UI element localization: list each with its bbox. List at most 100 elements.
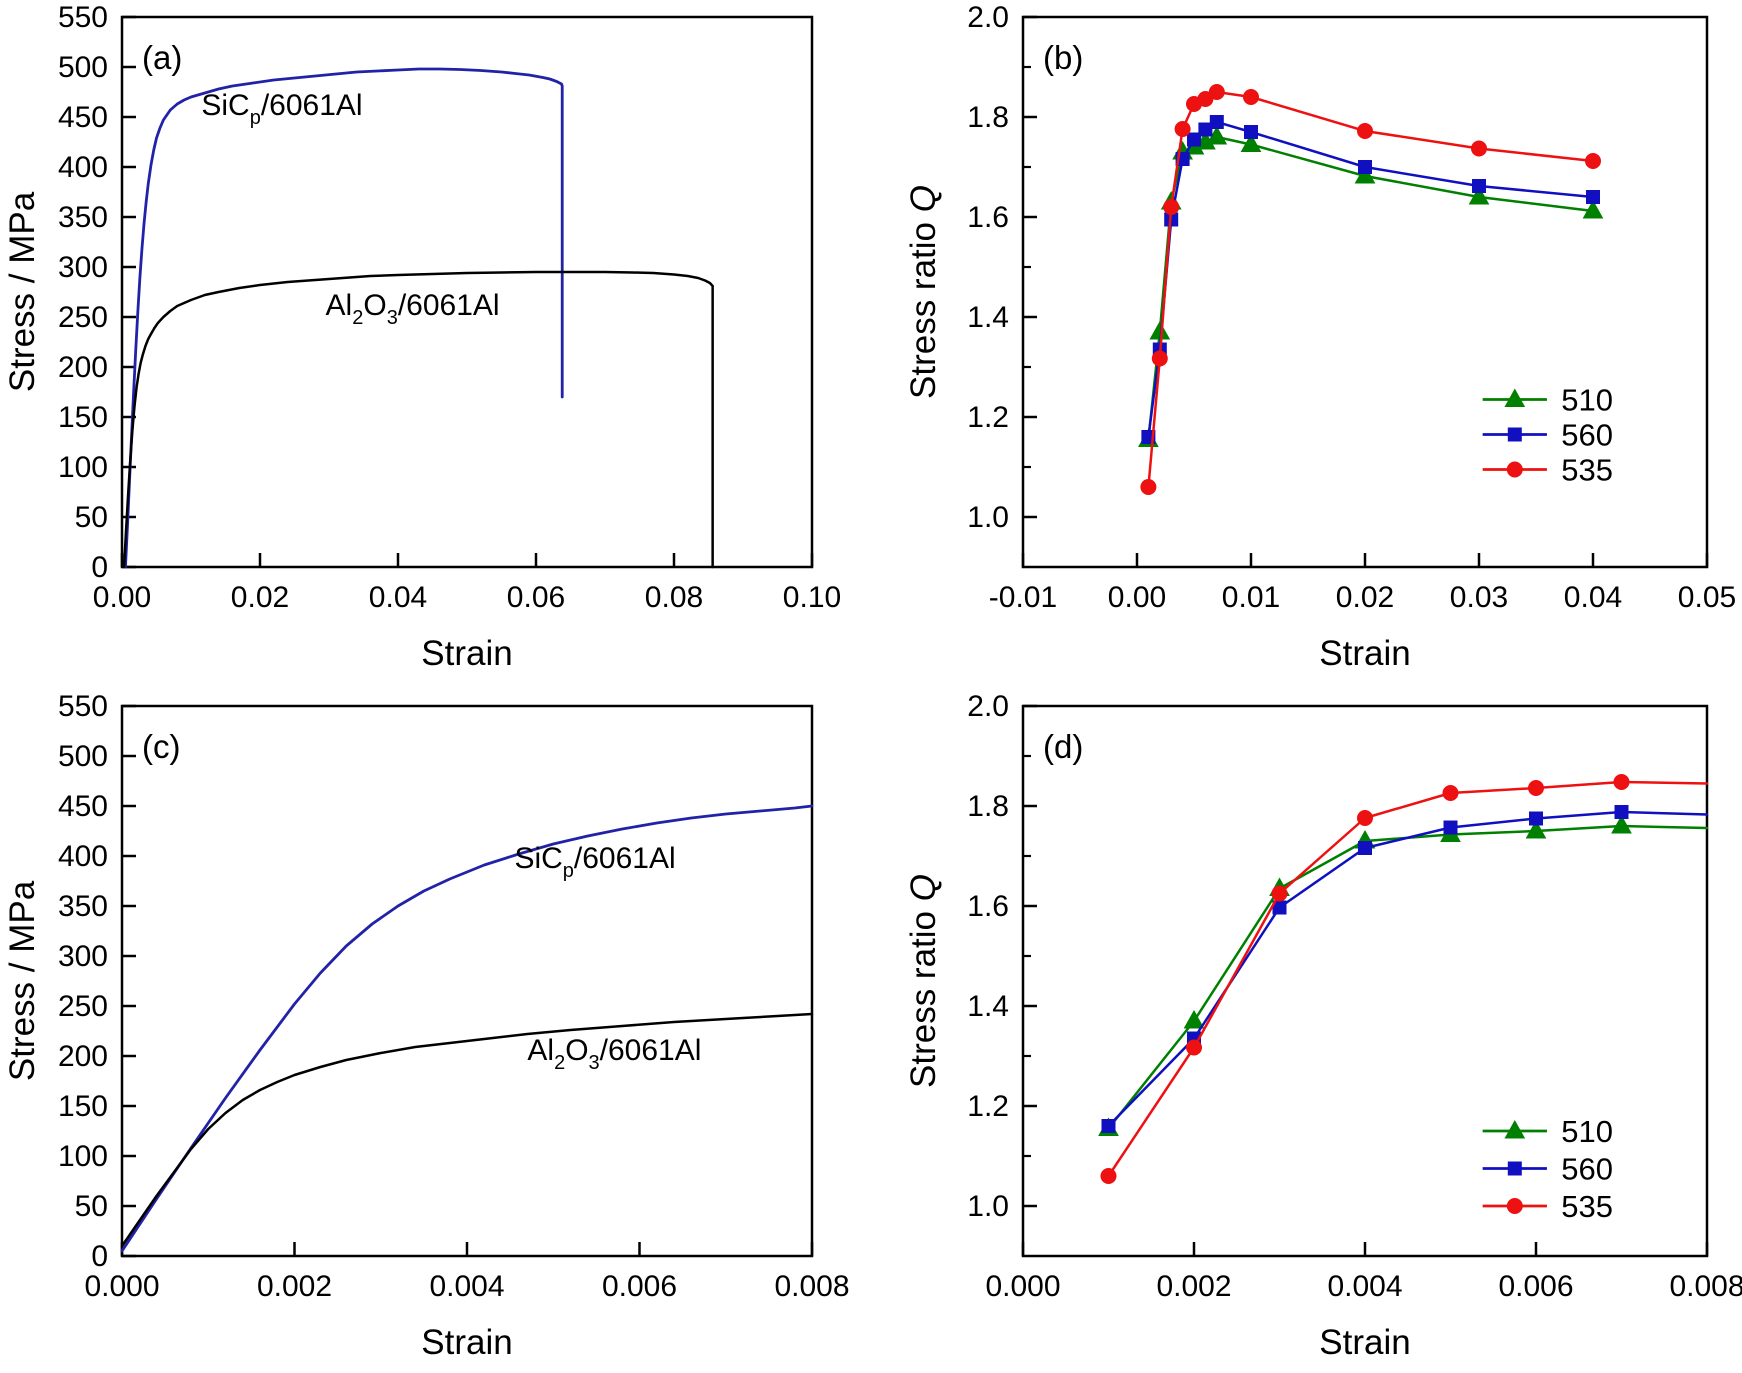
- x-tick-label: 0.002: [1156, 1270, 1231, 1303]
- series-line-535: [1107, 780, 1709, 1178]
- square-marker-560: [1529, 811, 1543, 826]
- y-tick-label: 400: [58, 840, 108, 873]
- y-tick-label: 250: [58, 990, 108, 1023]
- circle-marker-535: [1442, 785, 1459, 801]
- y-tick-label: 0: [91, 1240, 108, 1273]
- text-part: /6061Al: [261, 89, 363, 122]
- y-axis-title: Stress ratio Q: [904, 185, 943, 399]
- panel-c-chart: 0.000 0.002 0.004 0.006 0.008050100150200250…: [3, 690, 850, 1362]
- panel-a-chart: 0.00 0.02 0.04 0.06 0.08 0.10 0 50 100 150 200 250 3…: [3, 1, 841, 673]
- x-tick-label: 0.000: [985, 1270, 1060, 1303]
- y-tick-label: 200: [58, 1040, 108, 1073]
- x-tick-label: 0.008: [1669, 1270, 1742, 1303]
- text-part: Stress / MPa: [3, 880, 42, 1081]
- triangle-marker-510: [1525, 819, 1547, 839]
- x-tick-label: 0.008: [774, 1270, 849, 1303]
- text-part: SiC: [514, 842, 562, 875]
- legend-triangle-marker-510: [1504, 388, 1526, 407]
- text-part: p: [563, 860, 574, 882]
- y-tick-label: 100: [58, 451, 108, 484]
- text-part: Q: [904, 185, 943, 212]
- curve-label: Al2O3/6061Al: [527, 1034, 701, 1074]
- series-line-sicp-6061al: [120, 804, 814, 1253]
- circle-marker-535: [1613, 774, 1630, 790]
- x-tick-label: 0.00: [1108, 581, 1166, 614]
- x-tick-label: 0.05: [1678, 581, 1736, 614]
- x-tick-label: 0.04: [369, 581, 427, 614]
- circle-marker-535: [1174, 121, 1191, 137]
- text-part: SiC: [201, 89, 249, 122]
- text-part: /6061Al: [574, 842, 676, 875]
- y-tick-label: 250: [58, 301, 108, 334]
- legend-square-marker-560: [1507, 427, 1522, 442]
- text-part: Al: [326, 289, 353, 322]
- x-tick-label: 0.02: [1336, 581, 1394, 614]
- triangle-marker-510: [1611, 814, 1632, 834]
- y-tick-label: 150: [58, 1090, 108, 1123]
- square-marker-560: [1472, 179, 1486, 193]
- y-tick-label: 50: [75, 1190, 108, 1223]
- y-tick-label: 150: [58, 401, 108, 434]
- panel-letter: (b): [1043, 39, 1083, 76]
- circle-marker-535: [1528, 780, 1544, 796]
- text-part: Q: [904, 874, 943, 901]
- y-tick-label: 200: [58, 351, 108, 384]
- triangle-marker-510: [1354, 164, 1376, 184]
- plot-frame: [120, 704, 814, 1258]
- square-marker-560: [1209, 115, 1224, 129]
- text-part: 2: [554, 1052, 565, 1074]
- text-part: /6061Al: [398, 289, 500, 322]
- legend-label-510: 510: [1561, 1114, 1613, 1149]
- x-tick-label: 0.000: [84, 1270, 159, 1303]
- text-part: 2: [352, 307, 363, 329]
- triangle-marker-510: [1468, 185, 1490, 205]
- y-tick-label: 1.2: [967, 1090, 1009, 1123]
- x-tick-label: 0.03: [1450, 581, 1508, 614]
- x-tick-label: 0.00: [93, 581, 151, 614]
- y-tick-label: 1.8: [967, 101, 1009, 134]
- y-tick-label: 1.6: [967, 890, 1009, 923]
- series-line-510: [1107, 824, 1709, 1130]
- y-tick-label: 550: [58, 690, 108, 723]
- panel-letter: (d): [1043, 728, 1083, 765]
- y-axis-title: Stress / MPa: [3, 880, 42, 1081]
- square-marker-560: [1244, 125, 1258, 139]
- x-tick-label: 0.006: [1498, 1270, 1573, 1303]
- y-tick-label: 2.0: [967, 690, 1009, 723]
- circle-marker-535: [1208, 84, 1225, 100]
- circle-marker-535: [1357, 810, 1373, 826]
- y-tick-label: 450: [58, 101, 108, 134]
- y-tick-label: 1.0: [967, 501, 1009, 534]
- series-line-560: [1107, 810, 1709, 1128]
- x-axis-title: Strain: [421, 1323, 512, 1362]
- legend-label-535: 535: [1561, 1189, 1613, 1224]
- square-marker-560: [1198, 122, 1213, 137]
- circle-marker-535: [1471, 140, 1487, 157]
- text-part: Al: [527, 1034, 554, 1067]
- x-axis-title: Strain: [1319, 1323, 1410, 1362]
- y-tick-label: 450: [58, 790, 108, 823]
- text-part: O: [565, 1034, 588, 1067]
- y-tick-label: 1.0: [967, 1190, 1009, 1223]
- triangle-marker-510: [1183, 1009, 1205, 1029]
- y-tick-label: 550: [58, 1, 108, 34]
- y-tick-label: 400: [58, 151, 108, 184]
- text-part: Stress / MPa: [3, 191, 42, 392]
- panel-letter: (c): [142, 728, 180, 765]
- circle-marker-535: [1186, 1039, 1202, 1056]
- circle-marker-535: [1163, 199, 1180, 215]
- text-part: /6061Al: [600, 1034, 702, 1067]
- curve-label: SiCp/6061Al: [201, 89, 362, 129]
- circle-marker-535: [1197, 91, 1214, 107]
- y-tick-label: 1.8: [967, 790, 1009, 823]
- circle-marker-535: [1140, 479, 1157, 495]
- y-tick-label: 350: [58, 890, 108, 923]
- legend-label-560: 560: [1561, 418, 1613, 453]
- y-tick-label: 1.6: [967, 201, 1009, 234]
- x-tick-label: 0.02: [231, 581, 289, 614]
- text-part: p: [250, 107, 261, 129]
- x-tick-label: -0.01: [989, 581, 1057, 614]
- square-marker-560: [1586, 190, 1600, 204]
